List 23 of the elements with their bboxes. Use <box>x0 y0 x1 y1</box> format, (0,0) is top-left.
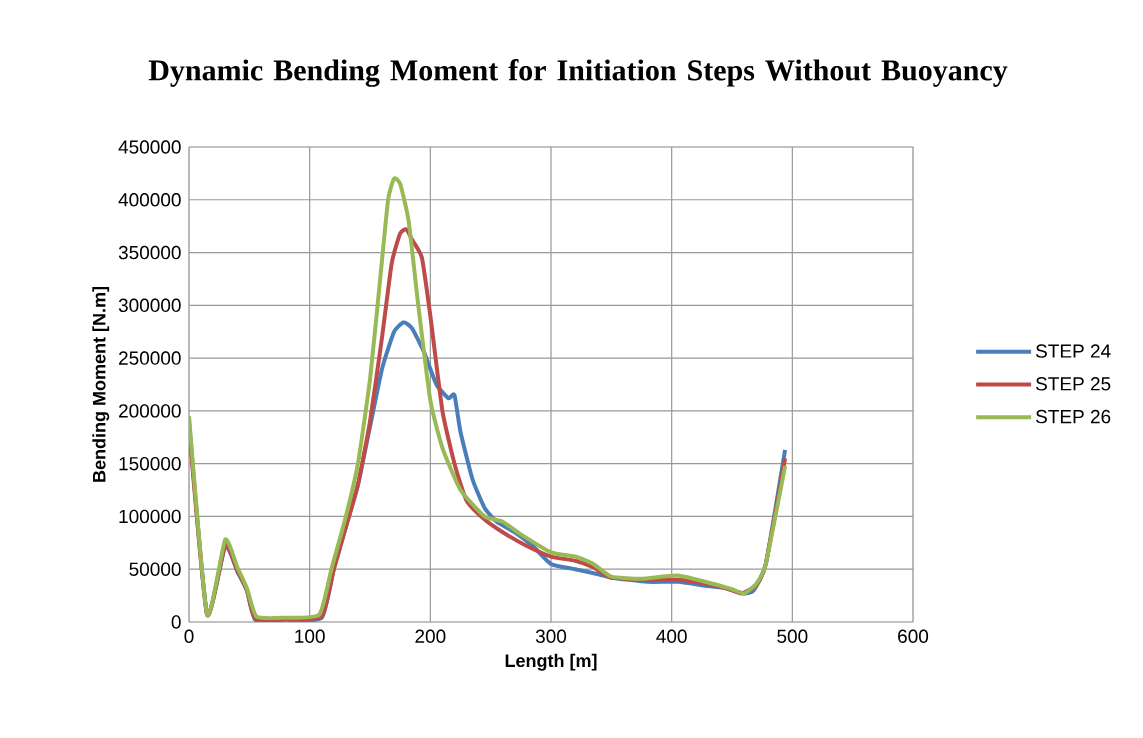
x-axis-title: Length [m] <box>505 653 597 671</box>
y-tick-label: 250000 <box>119 351 181 365</box>
legend-label: STEP 24 <box>1035 344 1111 358</box>
x-tick-label: 400 <box>656 629 687 643</box>
y-tick-label: 200000 <box>119 404 181 418</box>
x-tick-label: 0 <box>184 629 194 643</box>
y-tick-label: 150000 <box>119 456 181 471</box>
x-tick-label: 500 <box>777 629 808 643</box>
x-tick-label: 100 <box>295 629 325 643</box>
x-tick-label: 200 <box>415 629 446 643</box>
y-tick-label: 300000 <box>118 298 181 313</box>
legend-label: STEP 26 <box>1035 409 1111 424</box>
x-tick-label: 600 <box>898 629 929 643</box>
x-tick-label: 300 <box>535 629 567 643</box>
y-tick-label: 400000 <box>118 193 181 207</box>
y-axis-title: Bending Moment [N.m] <box>92 287 110 482</box>
y-tick-label: 0 <box>171 615 181 629</box>
y-tick-label: 50000 <box>129 562 181 576</box>
legend-label: STEP 25 <box>1035 377 1111 391</box>
chart-title: Dynamic Bending Moment for Initiation Steps Without Buoyancy <box>148 59 1008 87</box>
y-tick-label: 100000 <box>119 509 181 524</box>
y-tick-label: 350000 <box>118 245 181 260</box>
y-tick-label: 450000 <box>118 140 181 154</box>
